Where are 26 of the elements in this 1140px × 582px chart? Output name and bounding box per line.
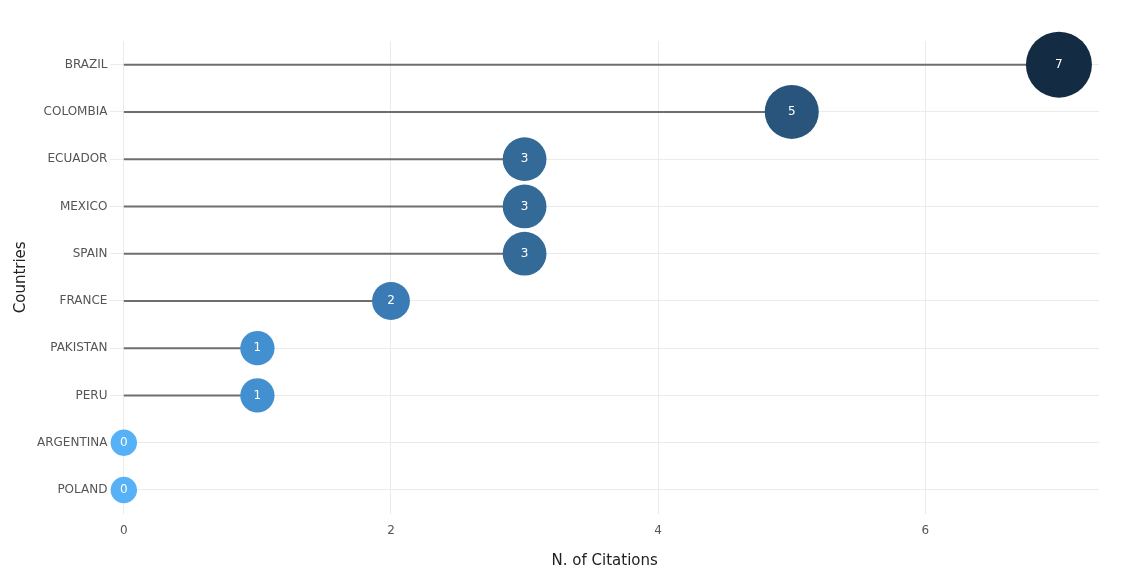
y-tick-label: PAKISTAN: [50, 340, 108, 355]
y-tick-label: COLOMBIA: [43, 104, 109, 119]
data-label: 1: [253, 340, 262, 355]
data-label: 0: [120, 434, 128, 449]
data-label: 0: [120, 482, 128, 497]
y-tick-label: ARGENTINA: [36, 434, 109, 449]
y-tick-label: BRAZIL: [64, 56, 108, 71]
x-tick-label: 2: [387, 522, 395, 537]
y-tick-label: MEXICO: [59, 198, 108, 213]
y-tick-label: FRANCE: [59, 293, 108, 308]
x-axis-title: N. of Citations: [551, 550, 659, 569]
y-tick-label: SPAIN: [72, 245, 108, 260]
x-tick-label: 0: [120, 522, 128, 537]
data-label: 3: [520, 245, 529, 260]
y-axis-title: Countries: [10, 241, 29, 314]
y-tick-label: ECUADOR: [47, 151, 108, 166]
data-label: 3: [520, 198, 529, 213]
y-tick-label: PERU: [75, 387, 108, 402]
data-label: 7: [1055, 56, 1063, 71]
data-label: 1: [253, 387, 262, 402]
x-tick-label: 6: [921, 522, 930, 537]
data-label: 5: [787, 104, 796, 119]
y-tick-label: POLAND: [57, 482, 108, 497]
data-label: 3: [520, 151, 529, 166]
data-label: 2: [387, 293, 395, 308]
x-tick-label: 4: [654, 522, 662, 537]
